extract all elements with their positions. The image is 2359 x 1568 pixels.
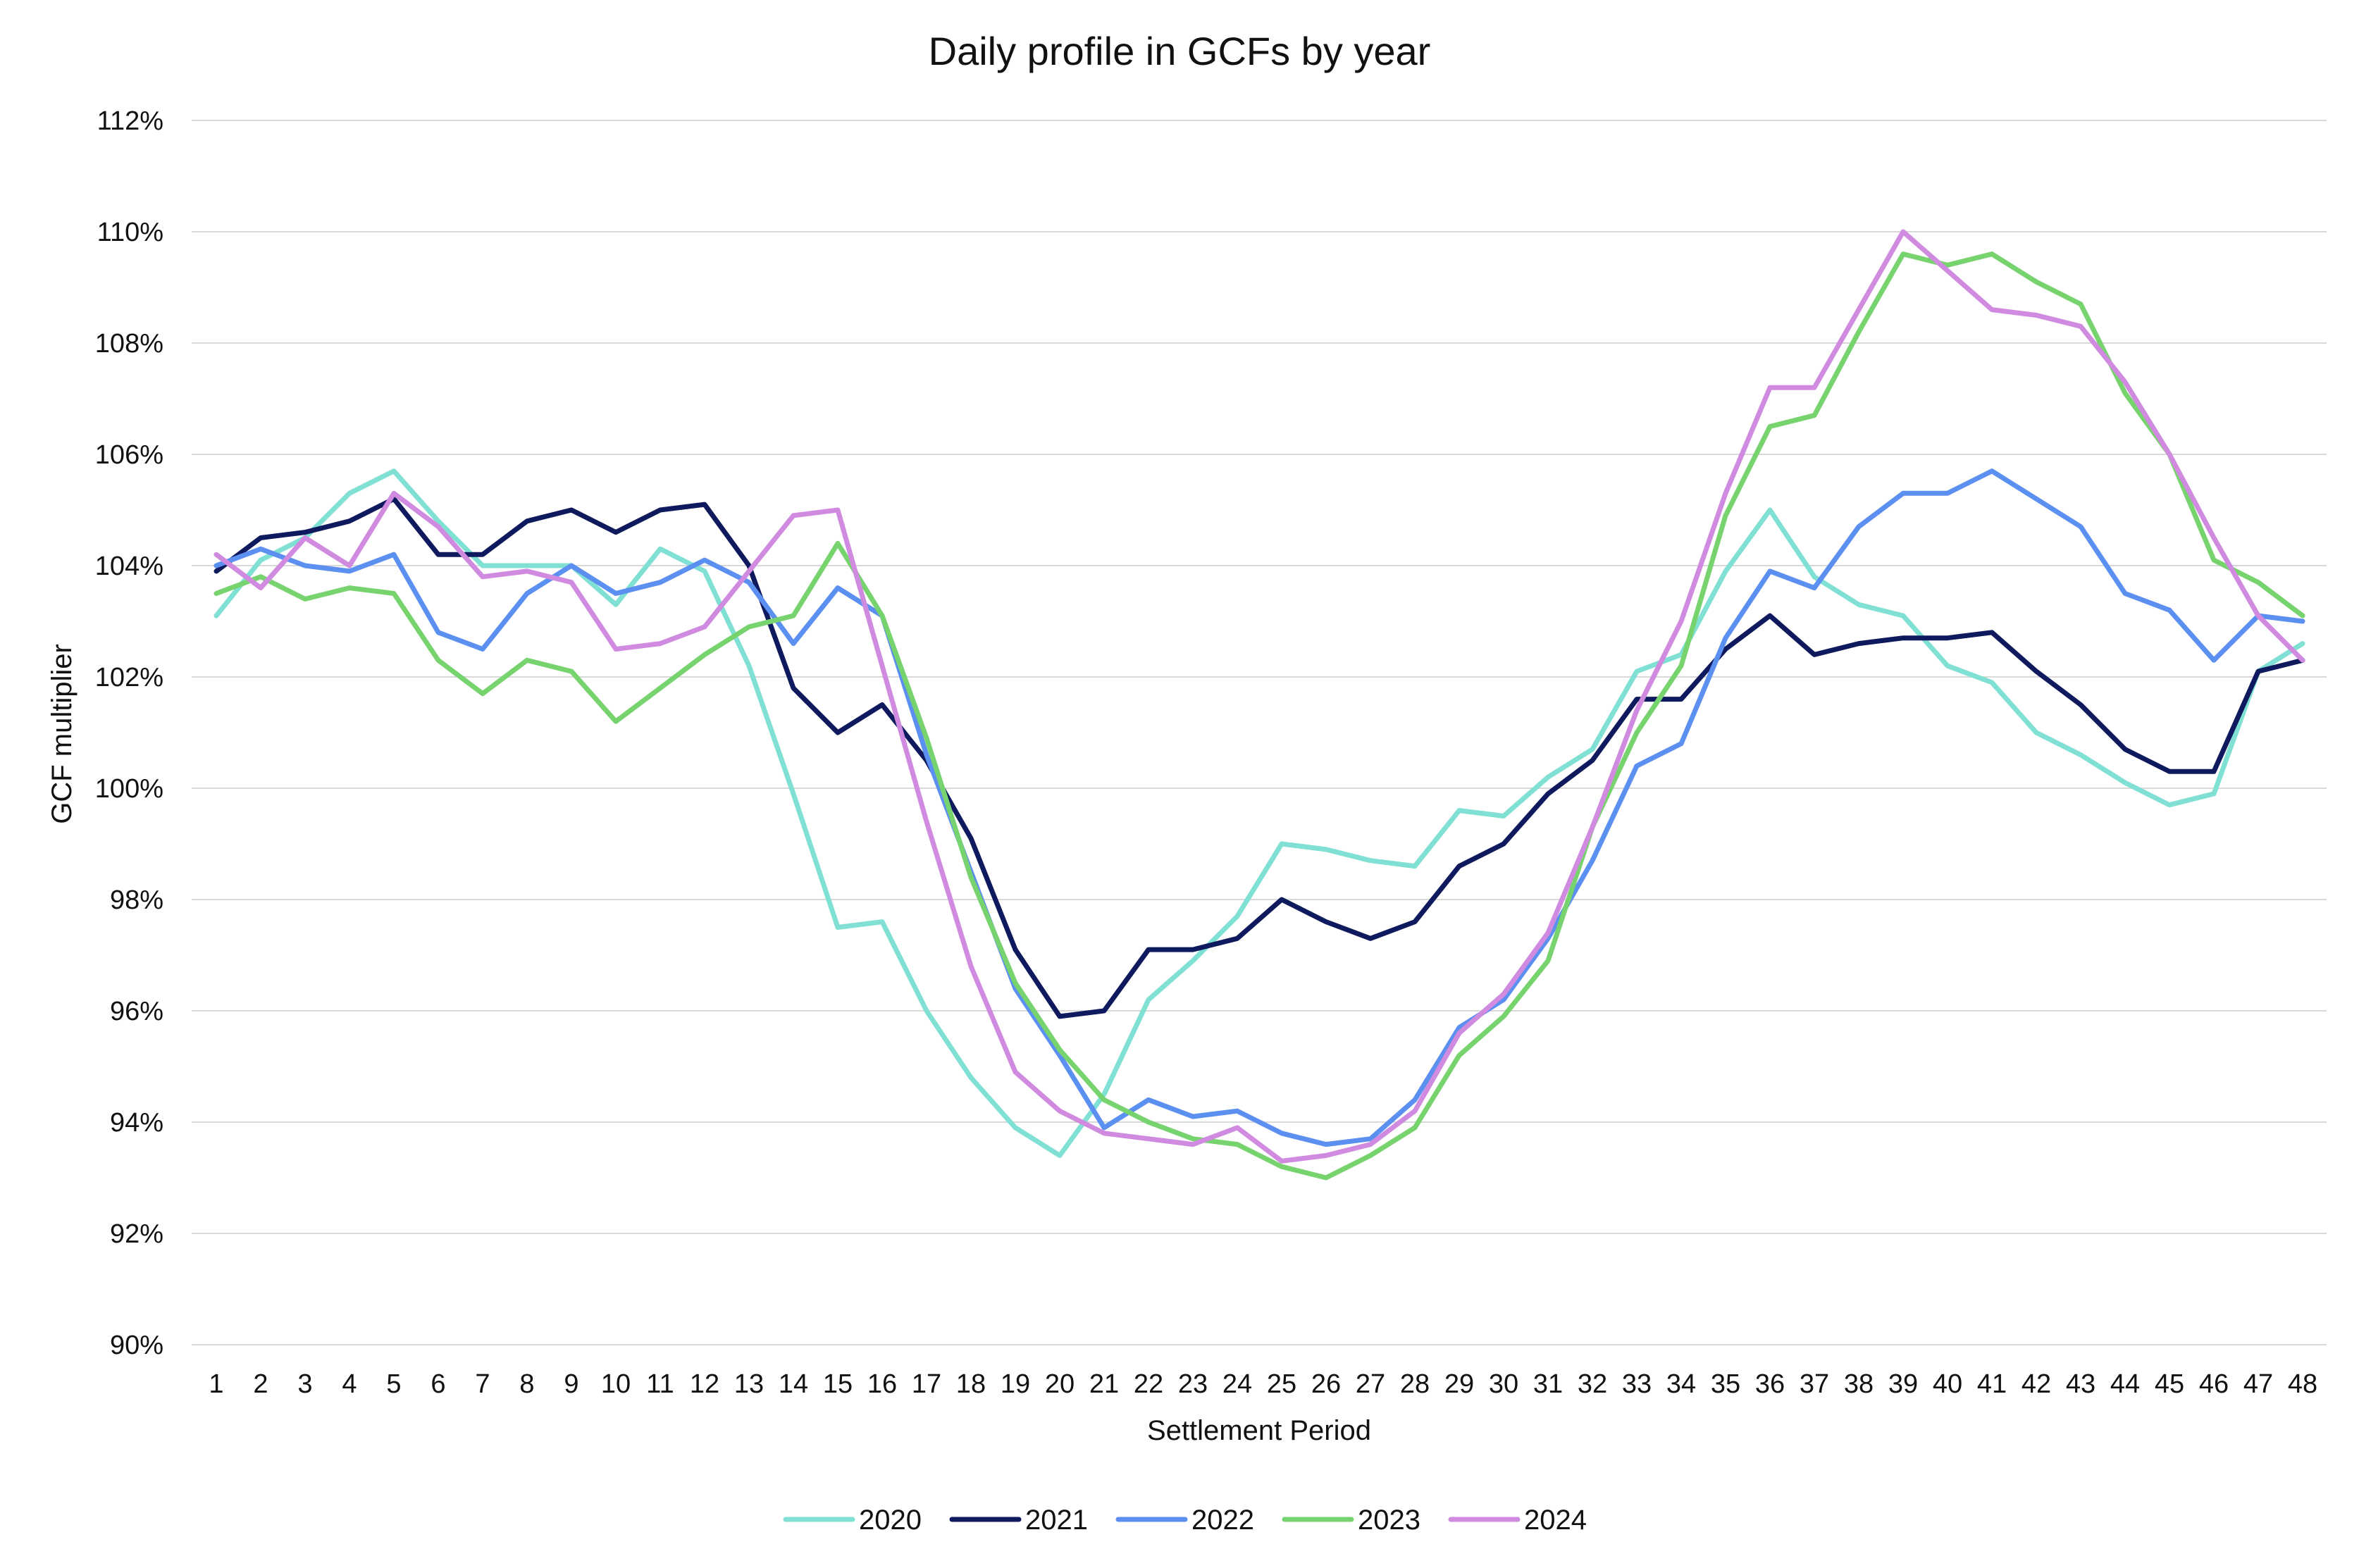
x-tick-label: 27: [1356, 1369, 1385, 1399]
legend-label: 2024: [1524, 1505, 1587, 1536]
y-tick-label: 100%: [95, 774, 163, 804]
y-tick-label: 94%: [110, 1108, 163, 1138]
x-tick-label: 17: [912, 1369, 941, 1399]
y-tick-label: 110%: [97, 218, 163, 247]
series-lines: [213, 229, 2305, 1181]
x-tick-label: 46: [2199, 1369, 2229, 1399]
x-tick-label: 44: [2110, 1369, 2140, 1399]
x-tick-label: 6: [431, 1369, 445, 1399]
y-tick-label: 106%: [95, 440, 163, 470]
x-tick-label: 33: [1622, 1369, 1652, 1399]
y-tick-label: 90%: [110, 1331, 163, 1360]
x-tick-label: 23: [1178, 1369, 1208, 1399]
y-tick-label: 104%: [95, 552, 163, 581]
x-tick-label: 20: [1045, 1369, 1075, 1399]
x-tick-label: 3: [297, 1369, 312, 1399]
legend-item-2022: 2022: [1115, 1505, 1254, 1536]
legend-item-2021: 2021: [949, 1505, 1088, 1536]
y-tick-label: 96%: [110, 997, 163, 1026]
gridlines: [192, 120, 2327, 1345]
x-tick-label: 29: [1444, 1369, 1474, 1399]
x-tick-label: 12: [690, 1369, 719, 1399]
x-tick-label: 11: [646, 1369, 674, 1399]
series-line-2024: [213, 229, 2305, 1164]
x-tick-label: 8: [519, 1369, 534, 1399]
x-tick-label: 10: [601, 1369, 631, 1399]
x-axis-label: Settlement Period: [1147, 1415, 1371, 1446]
x-tick-label: 45: [2155, 1369, 2184, 1399]
y-axis-ticks: 90% 92% 94% 96% 98% 100% 102% 104% 106% 108% 110% 1…: [95, 106, 163, 1360]
x-tick-label: 4: [342, 1369, 357, 1399]
x-tick-label: 48: [2288, 1369, 2317, 1399]
series-line-2020: [213, 468, 2305, 1158]
x-tick-label: 43: [2066, 1369, 2095, 1399]
series-line-2022: [213, 468, 2305, 1147]
y-tick-label: 98%: [110, 885, 163, 915]
x-tick-label: 5: [386, 1369, 401, 1399]
x-tick-label: 1: [209, 1369, 223, 1399]
series-line-2023: [213, 251, 2305, 1181]
y-axis-label: GCF multiplier: [47, 644, 78, 824]
x-tick-label: 18: [956, 1369, 986, 1399]
x-tick-label: 40: [1933, 1369, 1962, 1399]
x-tick-label: 38: [1844, 1369, 1874, 1399]
x-tick-label: 21: [1089, 1369, 1119, 1399]
y-tick-label: 102%: [95, 663, 163, 692]
x-tick-label: 24: [1222, 1369, 1252, 1399]
x-tick-label: 25: [1267, 1369, 1296, 1399]
x-tick-label: 14: [779, 1369, 808, 1399]
x-tick-label: 7: [475, 1369, 490, 1399]
x-tick-label: 42: [2021, 1369, 2051, 1399]
legend-label: 2020: [859, 1505, 922, 1536]
legend-item-2020: 2020: [783, 1505, 922, 1536]
y-tick-label: 92%: [110, 1219, 163, 1249]
x-tick-label: 41: [1977, 1369, 2007, 1399]
x-tick-label: 47: [2243, 1369, 2273, 1399]
x-tick-label: 39: [1888, 1369, 1918, 1399]
x-tick-label: 28: [1400, 1369, 1430, 1399]
x-tick-label: 30: [1489, 1369, 1518, 1399]
chart-title: Daily profile in GCFs by year: [929, 29, 1431, 73]
y-tick-label: 112%: [97, 106, 163, 136]
x-tick-label: 19: [1001, 1369, 1030, 1399]
series-line-2021: [213, 496, 2305, 1019]
x-tick-label: 9: [564, 1369, 578, 1399]
legend-item-2024: 2024: [1448, 1505, 1587, 1536]
x-tick-label: 16: [867, 1369, 897, 1399]
x-tick-label: 15: [823, 1369, 853, 1399]
legend-label: 2022: [1191, 1505, 1254, 1536]
legend-item-2023: 2023: [1282, 1505, 1420, 1536]
x-tick-label: 35: [1711, 1369, 1740, 1399]
x-tick-label: 22: [1134, 1369, 1163, 1399]
legend-label: 2023: [1358, 1505, 1420, 1536]
legend-label: 2021: [1025, 1505, 1088, 1536]
x-tick-label: 26: [1311, 1369, 1341, 1399]
x-axis-ticks: 1 2 3 4 5 6 7 8 9 10 11 12 13 14 15 16 17 18 19 20 21 22 23 24 2…: [209, 1369, 2317, 1399]
legend: 2020 2021 2022 2023 2024: [783, 1505, 1587, 1536]
x-tick-label: 37: [1800, 1369, 1829, 1399]
y-tick-label: 108%: [95, 329, 163, 359]
x-tick-label: 36: [1755, 1369, 1785, 1399]
x-tick-label: 31: [1533, 1369, 1563, 1399]
x-tick-label: 32: [1578, 1369, 1607, 1399]
x-tick-label: 2: [253, 1369, 268, 1399]
x-tick-label: 34: [1666, 1369, 1696, 1399]
x-tick-label: 13: [734, 1369, 764, 1399]
